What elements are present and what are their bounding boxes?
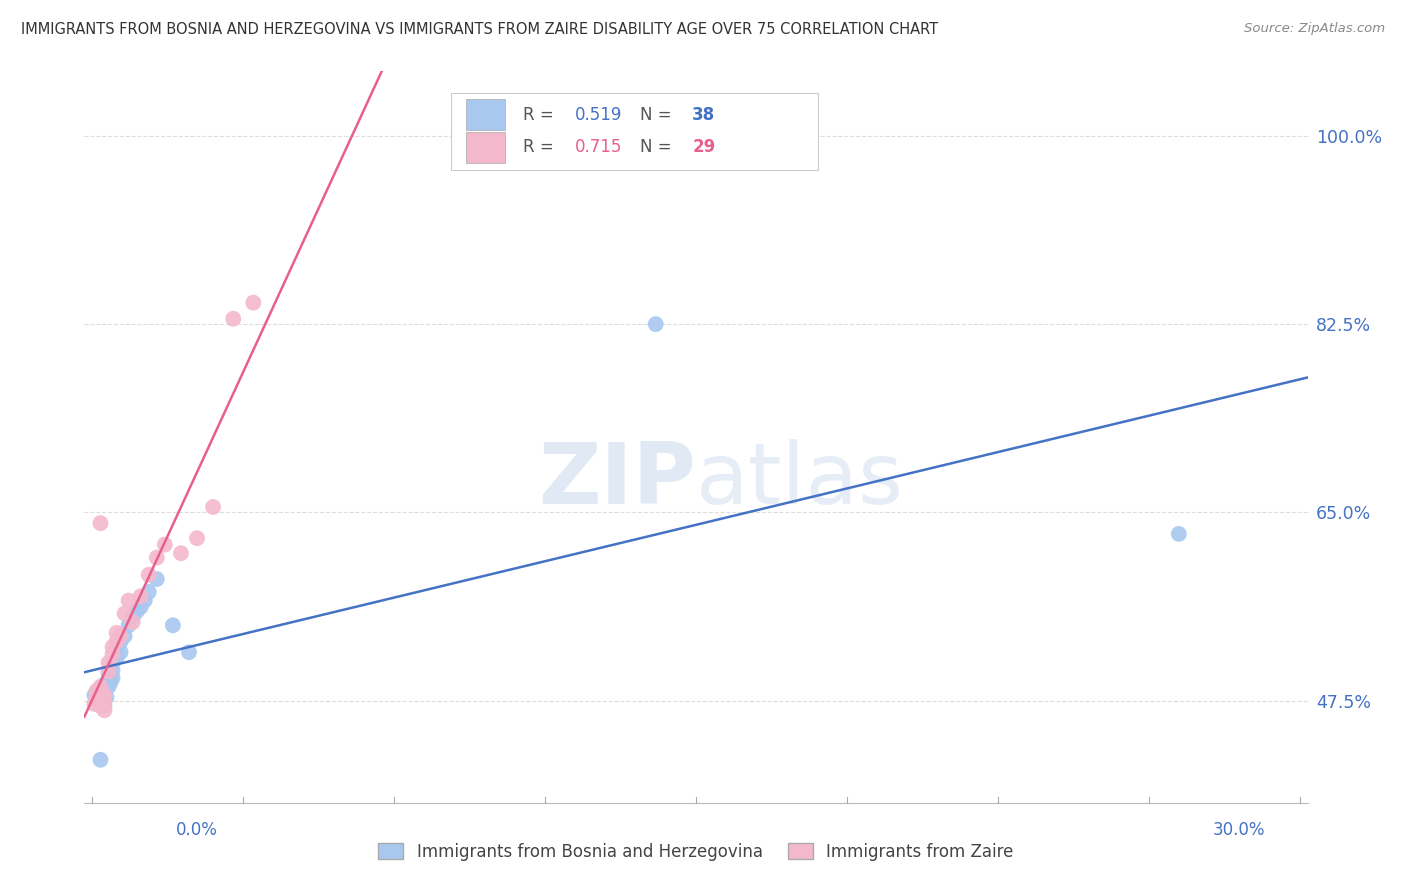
Text: IMMIGRANTS FROM BOSNIA AND HERZEGOVINA VS IMMIGRANTS FROM ZAIRE DISABILITY AGE O: IMMIGRANTS FROM BOSNIA AND HERZEGOVINA V… [21,22,938,37]
Point [105,625,128,640]
Point [101,671,124,685]
Point [110,629,132,643]
Point [86,684,108,698]
Point [97,656,120,670]
Point [89,697,111,711]
Point [89,684,111,698]
Text: 38: 38 [692,105,716,123]
Text: N =: N = [640,138,676,156]
Point [97,666,120,681]
Point [114,607,136,621]
Point [242,295,264,310]
Point [89,692,111,706]
Point [97,673,120,688]
Text: atlas: atlas [696,440,904,523]
Point [134,593,156,607]
Point [138,567,160,582]
Point [86,690,108,705]
Text: 0.715: 0.715 [575,138,623,156]
Text: Source: ZipAtlas.com: Source: ZipAtlas.com [1244,22,1385,36]
Point [89,698,111,713]
Point [186,531,208,545]
Legend: Immigrants from Bosnia and Herzegovina, Immigrants from Zaire: Immigrants from Bosnia and Herzegovina, … [371,837,1021,868]
Point [93,695,115,709]
Point [83,697,105,711]
FancyBboxPatch shape [451,94,818,170]
Point [93,685,115,699]
Point [121,611,143,625]
Point [93,677,115,691]
Point [101,656,124,670]
Point [86,690,108,705]
Point [87,692,110,706]
Point [146,550,169,565]
Point [1167,527,1189,541]
Point [162,618,184,632]
Text: 0.519: 0.519 [575,105,623,123]
Point [177,645,200,659]
Point [100,675,122,690]
Text: R =: R = [523,105,560,123]
Point [93,688,115,702]
Text: 29: 29 [692,138,716,156]
Point [153,538,176,552]
Point [125,604,148,618]
Point [93,692,115,706]
Point [96,690,118,705]
Point [97,665,120,679]
Point [105,640,128,655]
Point [93,703,115,717]
Point [93,698,115,713]
Point [129,589,152,603]
Text: N =: N = [640,105,676,123]
Text: 0.0%: 0.0% [176,821,218,838]
Point [105,650,128,665]
Point [121,615,143,629]
Point [129,600,152,615]
Text: 30.0%: 30.0% [1213,821,1265,838]
Point [97,680,120,694]
Point [89,753,111,767]
Point [89,516,111,530]
Point [101,664,124,678]
Point [117,593,139,607]
Point [146,572,169,586]
Point [101,640,124,654]
FancyBboxPatch shape [465,132,505,163]
Point [138,585,160,599]
Point [117,618,139,632]
Point [202,500,225,514]
Text: R =: R = [523,138,560,156]
Point [110,645,132,659]
Point [91,695,114,709]
Point [105,634,128,648]
FancyBboxPatch shape [465,99,505,130]
Point [170,546,193,560]
Point [89,688,111,702]
Point [101,648,124,662]
Point [114,629,136,643]
Point [86,693,108,707]
Point [644,317,666,331]
Point [83,688,105,702]
Point [86,686,108,700]
Point [222,311,245,326]
Point [89,680,111,694]
Point [110,634,132,648]
Text: ZIP: ZIP [538,440,696,523]
